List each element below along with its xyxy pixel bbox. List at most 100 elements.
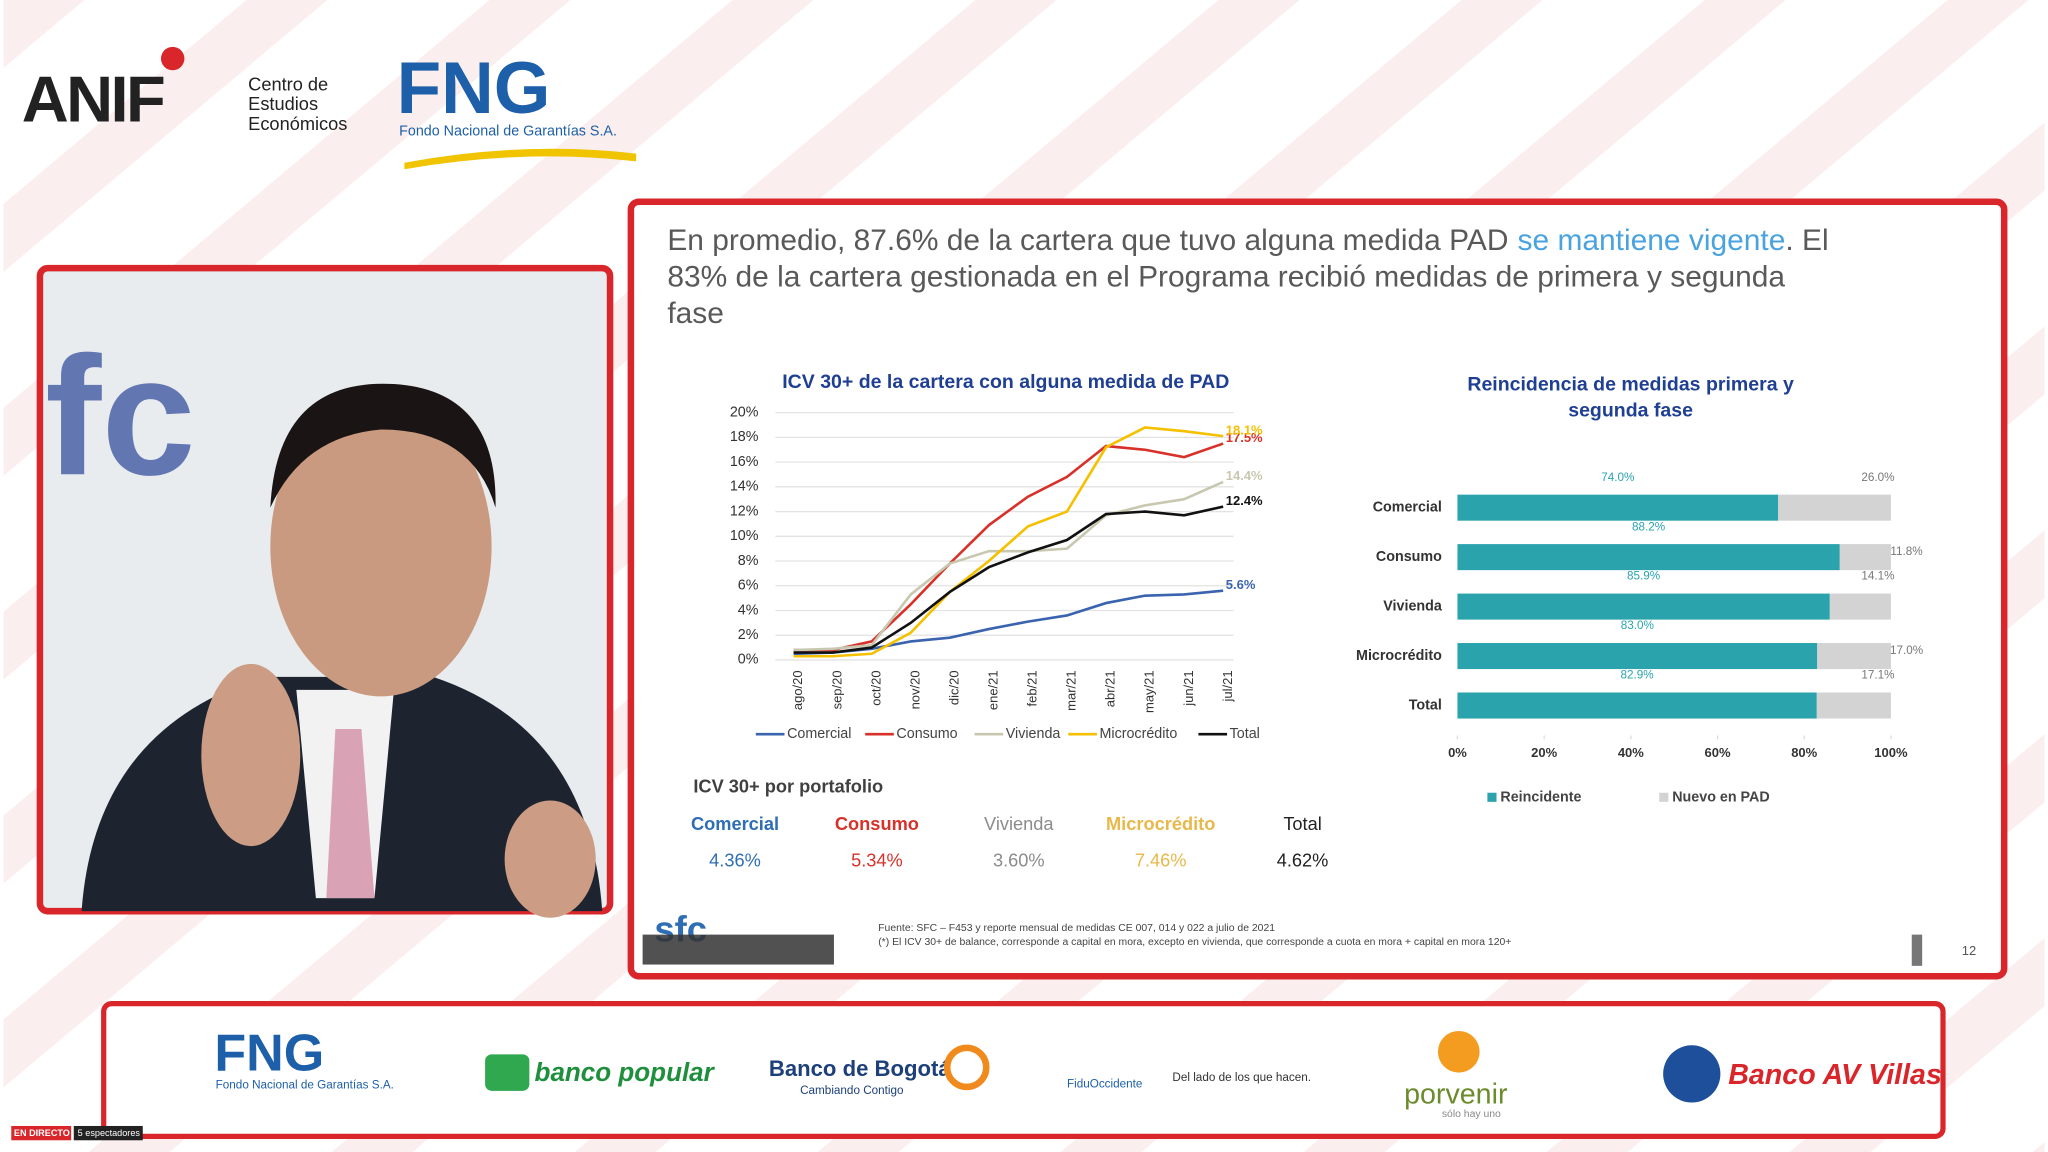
y-tick-label: 0% xyxy=(738,652,759,668)
legend-label: Vivienda xyxy=(1006,726,1061,742)
x-tick-label: 100% xyxy=(1874,745,1908,760)
y-tick-label: 2% xyxy=(738,627,759,643)
slide-frame xyxy=(627,198,2008,980)
video-feed: fc xyxy=(36,264,614,918)
data-label: 82.9% xyxy=(1621,669,1654,682)
bar-segment xyxy=(1457,593,1830,620)
x-tick-label: 20% xyxy=(1531,745,1557,760)
person-hair xyxy=(270,383,496,508)
anif-dot xyxy=(160,46,185,71)
anif-text: ANIF xyxy=(22,62,164,135)
legend-label: Microcrédito xyxy=(1099,726,1177,742)
slide-title: fase xyxy=(667,297,724,330)
source: Fuente: SFC – F453 y reporte mensual de … xyxy=(878,923,1275,934)
legend-label: Consumo xyxy=(896,726,957,742)
data-label: 5.6% xyxy=(1226,577,1256,592)
y-tick-label: 8% xyxy=(738,553,759,569)
data-label: 74.0% xyxy=(1601,471,1634,484)
table-title: ICV 30+ por portafolio xyxy=(693,776,883,796)
bar-segment xyxy=(1457,544,1840,571)
y-tick-label: 20% xyxy=(730,404,759,420)
line-series xyxy=(793,442,1224,652)
bar-segment xyxy=(1829,593,1891,620)
chart-title: Reincidencia de medidas primera y xyxy=(1467,373,1794,395)
line-series xyxy=(793,426,1224,658)
line-series xyxy=(793,505,1224,654)
title-highlight: se mantiene vigente xyxy=(1518,224,1786,257)
person-tie xyxy=(326,728,375,899)
data-label: 11.8% xyxy=(1890,545,1922,558)
bogota-sub: Cambiando Contigo xyxy=(800,1084,904,1097)
bar-segment xyxy=(1457,494,1779,521)
bar-segment xyxy=(1457,692,1817,719)
person-face xyxy=(270,397,492,697)
y-tick-label: 4% xyxy=(738,602,759,618)
fng-flag xyxy=(404,148,637,170)
y-tick-label: Vivienda xyxy=(1383,598,1443,614)
line-chart: ICV 30+ de la cartera con alguna medida … xyxy=(730,371,1263,742)
data-label: 12.4% xyxy=(1226,493,1263,508)
y-tick-label: 16% xyxy=(730,454,759,470)
table-value: 4.62% xyxy=(1277,851,1329,871)
y-tick-label: Comercial xyxy=(1373,499,1442,515)
data-label: 17.5% xyxy=(1226,430,1263,445)
anif-sub: Centro de xyxy=(248,75,328,95)
x-tick-label: dic/20 xyxy=(946,670,961,705)
data-label: 17.0% xyxy=(1890,644,1923,657)
live-badge xyxy=(11,1125,72,1141)
legend-label: Reincidente xyxy=(1500,790,1581,806)
person-hand xyxy=(201,663,301,847)
bar-segment xyxy=(1778,494,1891,521)
popular-icon xyxy=(485,1054,530,1091)
person-hand xyxy=(504,800,596,918)
fng-text: FNG xyxy=(397,48,551,129)
x-tick-label: 0% xyxy=(1448,745,1467,760)
x-tick-label: 60% xyxy=(1705,745,1731,760)
x-tick-label: jul/21 xyxy=(1220,670,1235,702)
viewer-badge xyxy=(73,1125,143,1141)
y-tick-label: 18% xyxy=(730,429,759,445)
x-tick-label: 40% xyxy=(1618,745,1644,760)
title-part: En promedio, 87.6% de la cartera que tuv… xyxy=(667,224,1508,257)
legend-label: Comercial xyxy=(787,726,851,742)
line-series xyxy=(793,480,1224,652)
table-header: Microcrédito xyxy=(1106,814,1215,834)
slide-title: En promedio, 87.6% de la cartera que tuv… xyxy=(667,224,1828,257)
chart-title: segunda fase xyxy=(1568,399,1693,421)
table-header: Vivienda xyxy=(984,814,1054,834)
bar-chart: Reincidencia de medidas primera y segunda… xyxy=(1356,373,1923,805)
y-tick-label: Consumo xyxy=(1376,549,1442,565)
slide-title: 83% de la cartera gestionada en el Progr… xyxy=(667,260,1785,293)
bogota-icon xyxy=(943,1044,990,1091)
x-tick-label: abr/21 xyxy=(1103,670,1118,707)
live-text: EN DIRECTO xyxy=(14,1128,70,1138)
data-label: 83.0% xyxy=(1621,619,1654,632)
table-value: 3.60% xyxy=(993,851,1045,871)
fng-logo: FNG Fondo Nacional de Garantías S.A. xyxy=(397,48,637,170)
fidu-sub: Del lado de los que hacen. xyxy=(1172,1071,1311,1084)
y-tick-label: 6% xyxy=(738,578,759,594)
avvillas-icon xyxy=(1663,1045,1721,1103)
fng-text: FNG xyxy=(214,1025,324,1083)
legend-label: Total xyxy=(1230,726,1260,742)
table-value: 4.36% xyxy=(709,851,761,871)
page-marker xyxy=(1911,934,1923,966)
title-part: . El xyxy=(1785,224,1828,257)
x-tick-label: ago/20 xyxy=(790,670,805,710)
x-tick-label: 80% xyxy=(1791,745,1817,760)
page-number: 12 xyxy=(1962,943,1976,958)
bar-segment xyxy=(1816,692,1891,719)
chart-title: ICV 30+ de la cartera con alguna medida … xyxy=(782,371,1229,393)
x-tick-label: jun/21 xyxy=(1181,670,1196,706)
y-tick-label: 14% xyxy=(730,479,759,495)
legend-label: Nuevo en PAD xyxy=(1672,790,1769,806)
fng-sub: Fondo Nacional de Garantías S.A. xyxy=(399,123,617,139)
anif-sub: Estudios xyxy=(248,94,318,114)
data-label: 26.0% xyxy=(1861,471,1894,484)
x-tick-label: mar/21 xyxy=(1064,670,1079,710)
slide-toolbar[interactable] xyxy=(642,934,834,965)
table-header: Total xyxy=(1283,814,1321,834)
portfolio-table: ICV 30+ por portafolio Comercial 4.36% Cons… xyxy=(691,776,1328,870)
data-label: 18.1% xyxy=(1226,422,1263,437)
